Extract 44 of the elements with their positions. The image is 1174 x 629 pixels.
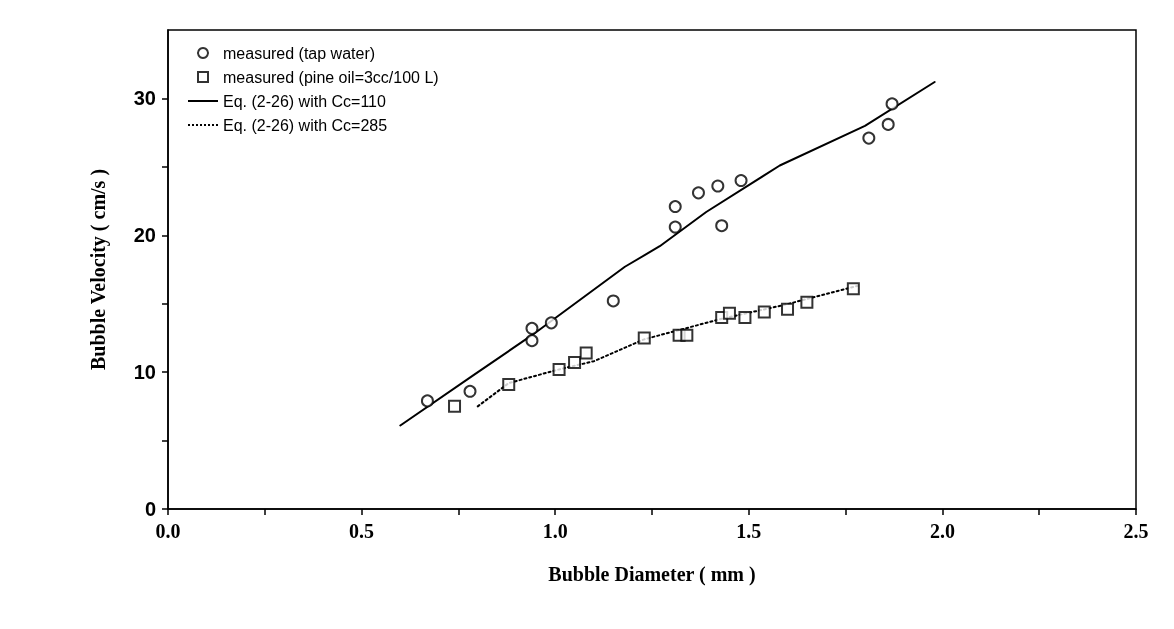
x-tick-label: 1.5 (736, 520, 762, 542)
point (781, 302, 795, 316)
point (525, 321, 539, 335)
y-tick-label: 10 (133, 361, 156, 384)
point (544, 316, 558, 330)
x-axis-title: Bubble Diameter ( mm ) (548, 563, 756, 586)
point (463, 384, 477, 398)
x-tick-label: 2.0 (929, 520, 955, 542)
point (885, 97, 899, 111)
point (420, 394, 434, 408)
y-tick-label: 20 (133, 224, 156, 247)
point (448, 399, 462, 413)
y-tick-label: 0 (144, 498, 156, 520)
x-tick-label: 2.5 (1123, 520, 1149, 542)
y-axis-title: Bubble Velocity ( cm/s ) (87, 168, 110, 371)
point (502, 377, 516, 391)
point (637, 331, 651, 345)
x-tick-label: 0.0 (155, 520, 181, 542)
point (846, 282, 860, 296)
point (680, 328, 694, 342)
legend-label: Eq. (2-26) with Cc=110 (223, 92, 386, 110)
point (800, 295, 814, 309)
point (525, 334, 539, 348)
point (606, 294, 620, 308)
point (552, 362, 566, 376)
point (668, 200, 682, 214)
point (715, 219, 729, 233)
point (722, 306, 736, 320)
point (668, 220, 682, 234)
y-tick-label: 30 (133, 87, 156, 110)
point (881, 117, 895, 131)
point (738, 310, 752, 324)
point (862, 131, 876, 145)
legend-label: measured (tap water) (223, 44, 376, 62)
point (734, 174, 748, 188)
point (568, 356, 582, 370)
legend-label: Eq. (2-26) with Cc=285 (223, 116, 388, 134)
point (691, 186, 705, 200)
legend-label: measured (pine oil=3cc/100 L) (223, 68, 439, 86)
point (711, 179, 725, 193)
point (579, 346, 593, 360)
x-tick-label: 0.5 (349, 520, 375, 542)
point (757, 305, 771, 319)
x-tick-label: 1.0 (542, 520, 568, 542)
